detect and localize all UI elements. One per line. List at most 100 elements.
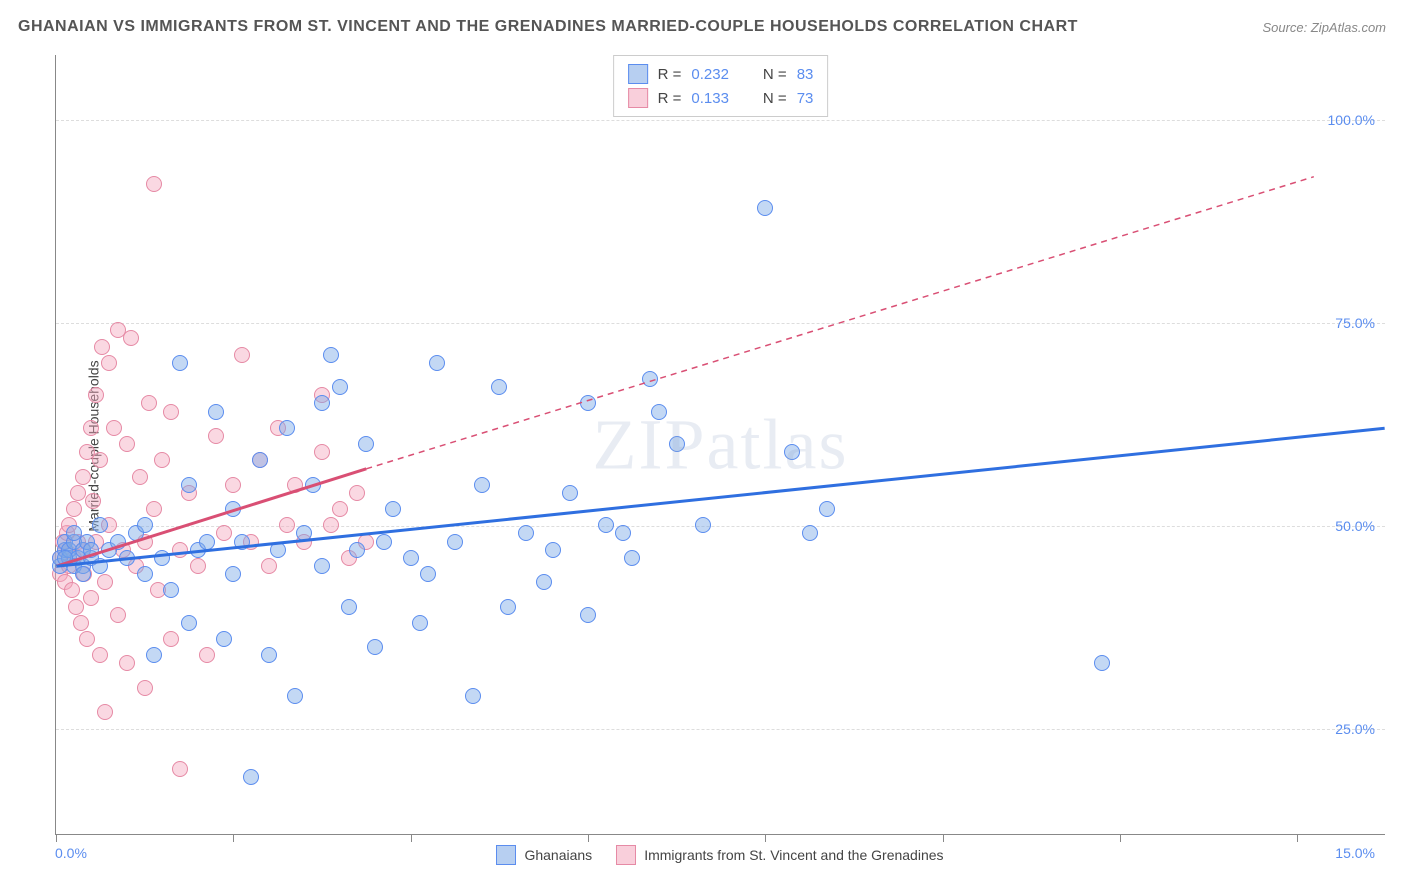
x-tick [765, 834, 766, 842]
data-point [208, 404, 224, 420]
data-point [642, 371, 658, 387]
data-point [172, 355, 188, 371]
n-label: N = [763, 90, 787, 107]
n-value-pink: 73 [797, 90, 814, 107]
data-point [234, 347, 250, 363]
data-point [518, 525, 534, 541]
data-point [97, 574, 113, 590]
data-point [491, 379, 507, 395]
data-point [94, 339, 110, 355]
data-point [243, 769, 259, 785]
swatch-pink-icon [616, 845, 636, 865]
gridline [56, 729, 1385, 730]
data-point [341, 599, 357, 615]
chart-plot-area: ZIPatlas R = 0.232 N = 83 R = 0.133 N = … [55, 55, 1385, 835]
data-point [323, 347, 339, 363]
data-point [314, 395, 330, 411]
x-tick [56, 834, 57, 842]
swatch-blue-icon [628, 64, 648, 84]
x-tick [943, 834, 944, 842]
data-point [367, 639, 383, 655]
data-point [101, 355, 117, 371]
data-point [83, 590, 99, 606]
data-point [261, 558, 277, 574]
data-point [225, 566, 241, 582]
y-tick-label: 100.0% [1328, 112, 1375, 128]
data-point [119, 436, 135, 452]
data-point [181, 615, 197, 631]
x-tick [588, 834, 589, 842]
data-point [252, 452, 268, 468]
data-point [92, 558, 108, 574]
swatch-pink-icon [628, 88, 648, 108]
data-point [447, 534, 463, 550]
data-point [429, 355, 445, 371]
data-point [199, 534, 215, 550]
y-tick-label: 75.0% [1335, 315, 1375, 331]
data-point [75, 566, 91, 582]
gridline [56, 526, 1385, 527]
chart-title: GHANAIAN VS IMMIGRANTS FROM ST. VINCENT … [18, 18, 1078, 36]
data-point [819, 501, 835, 517]
data-point [403, 550, 419, 566]
x-tick [411, 834, 412, 842]
data-point [234, 534, 250, 550]
r-label: R = [658, 66, 682, 83]
data-point [64, 582, 80, 598]
data-point [154, 452, 170, 468]
data-point [137, 566, 153, 582]
data-point [287, 477, 303, 493]
data-point [75, 469, 91, 485]
legend-label-blue: Ghanaians [524, 847, 592, 863]
data-point [349, 542, 365, 558]
data-point [545, 542, 561, 558]
data-point [695, 517, 711, 533]
data-point [88, 387, 104, 403]
data-point [181, 477, 197, 493]
legend-item-blue: Ghanaians [496, 845, 592, 865]
series-legend: Ghanaians Immigrants from St. Vincent an… [55, 845, 1385, 865]
data-point [500, 599, 516, 615]
data-point [323, 517, 339, 533]
y-tick-label: 25.0% [1335, 721, 1375, 737]
data-point [216, 631, 232, 647]
data-point [305, 477, 321, 493]
data-point [784, 444, 800, 460]
data-point [624, 550, 640, 566]
data-point [279, 517, 295, 533]
data-point [314, 558, 330, 574]
data-point [216, 525, 232, 541]
data-point [757, 200, 773, 216]
data-point [137, 680, 153, 696]
r-value-blue: 0.232 [691, 66, 729, 83]
n-label: N = [763, 66, 787, 83]
data-point [132, 469, 148, 485]
data-point [106, 420, 122, 436]
data-point [225, 501, 241, 517]
data-point [92, 517, 108, 533]
data-point [598, 517, 614, 533]
data-point [802, 525, 818, 541]
data-point [225, 477, 241, 493]
data-point [141, 395, 157, 411]
data-point [83, 420, 99, 436]
legend-label-pink: Immigrants from St. Vincent and the Gren… [644, 847, 943, 863]
data-point [92, 452, 108, 468]
x-axis-area: 0.0% 15.0% Ghanaians Immigrants from St.… [55, 845, 1385, 875]
data-point [465, 688, 481, 704]
data-point [261, 647, 277, 663]
data-point [66, 501, 82, 517]
data-point [651, 404, 667, 420]
stats-row-pink: R = 0.133 N = 73 [628, 86, 814, 110]
data-point [412, 615, 428, 631]
data-point [66, 525, 82, 541]
data-point [163, 404, 179, 420]
data-point [79, 631, 95, 647]
data-point [92, 647, 108, 663]
stats-legend: R = 0.232 N = 83 R = 0.133 N = 73 [613, 55, 829, 117]
data-point [146, 501, 162, 517]
data-point [208, 428, 224, 444]
data-point [73, 615, 89, 631]
data-point [536, 574, 552, 590]
gridline [56, 120, 1385, 121]
